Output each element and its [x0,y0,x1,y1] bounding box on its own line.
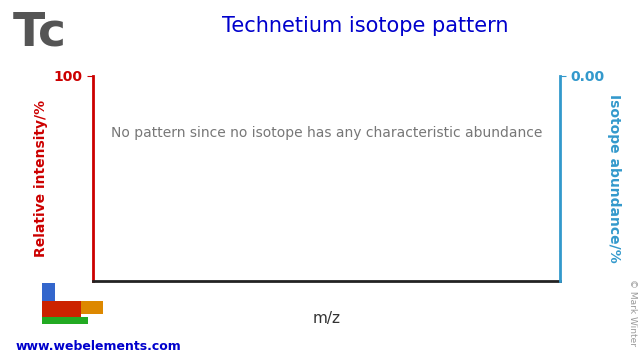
Text: Tc: Tc [13,11,67,56]
Y-axis label: Isotope abundance/%: Isotope abundance/% [607,94,621,262]
Bar [42,317,88,324]
Y-axis label: Relative intensity/%: Relative intensity/% [34,100,48,257]
Text: No pattern since no isotope has any characteristic abundance: No pattern since no isotope has any char… [111,126,542,140]
Text: Technetium isotope pattern: Technetium isotope pattern [221,16,508,36]
Bar [42,283,55,301]
Text: m/z: m/z [312,311,340,326]
Bar [81,301,103,314]
Bar [42,301,81,317]
Text: www.webelements.com: www.webelements.com [16,340,182,353]
Text: © Mark Winter: © Mark Winter [628,279,637,346]
